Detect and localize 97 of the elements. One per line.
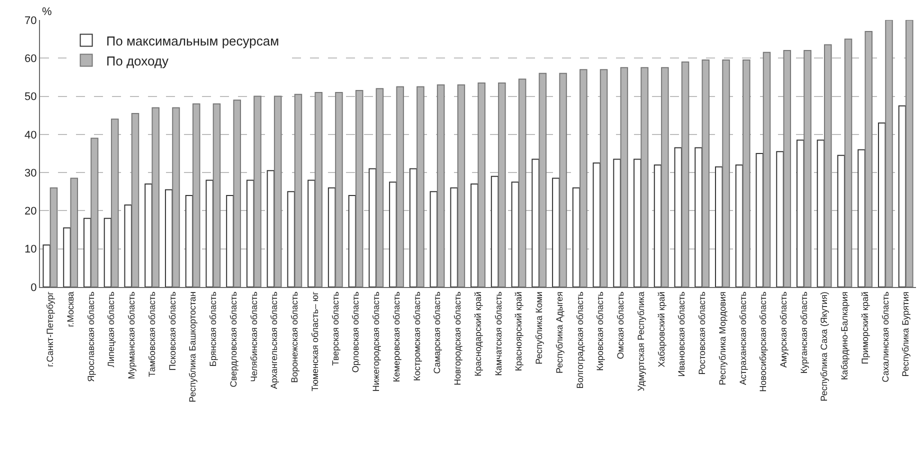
legend-label: По доходу xyxy=(106,53,170,68)
y-tick-label: 10 xyxy=(24,244,37,256)
y-tick-label: 60 xyxy=(24,52,37,65)
x-tick-label: Республика Коми xyxy=(534,292,544,364)
bar xyxy=(837,154,846,287)
x-tick-label: Ярославская область xyxy=(86,291,96,382)
x-tick-label: г.Москва xyxy=(65,292,76,328)
bar xyxy=(83,218,92,287)
bar xyxy=(226,194,234,287)
y-tick-label: 30 xyxy=(24,167,37,180)
bar xyxy=(715,166,723,287)
x-tick-label: Мурманская область xyxy=(126,291,137,380)
bar xyxy=(42,244,51,287)
bar xyxy=(634,158,642,287)
x-tick-label: Липецкая область xyxy=(106,291,116,368)
bar xyxy=(674,147,682,287)
x-tick-label: Ростовская область xyxy=(697,291,708,375)
bar xyxy=(266,170,275,287)
x-tick-label: Кировская область xyxy=(595,291,606,371)
x-tick-label: г.Санкт-Петербург xyxy=(45,290,56,367)
x-tick-label: Республика Адыгея xyxy=(554,291,564,374)
bar xyxy=(328,187,336,287)
y-tick-label: 0 xyxy=(30,282,37,294)
x-tick-label: Костромская область xyxy=(412,291,422,382)
bar xyxy=(287,191,295,287)
bar xyxy=(532,158,540,287)
bar xyxy=(490,176,499,287)
x-tick-label: Волгоградская область xyxy=(574,291,585,389)
x-tick-label: Камчатская область xyxy=(493,291,504,376)
x-tick-label: Архангельская область xyxy=(269,291,280,389)
x-tick-label: Сахалинская область xyxy=(880,291,890,382)
x-tick-label: Омская область xyxy=(616,291,626,360)
x-tick-label: Ивановская область xyxy=(676,291,687,377)
x-tick-label: Орловская область xyxy=(350,291,361,373)
bar xyxy=(409,168,418,287)
bar xyxy=(735,164,744,287)
bar xyxy=(450,187,458,287)
bar xyxy=(776,151,784,287)
bar xyxy=(144,184,152,287)
x-tick-label: Амурская область xyxy=(778,291,789,368)
x-tick-label: Псковская область xyxy=(167,291,178,371)
bar xyxy=(572,187,580,287)
y-tick-label: 50 xyxy=(24,91,37,104)
x-tick-label: Воронежская область xyxy=(290,291,300,383)
x-tick-label: Кемеровская область xyxy=(391,291,402,382)
bar xyxy=(164,189,173,287)
bar xyxy=(185,194,194,287)
x-tick-label: Нижегородская область xyxy=(371,291,382,392)
x-tick-label: Республика Мордовия xyxy=(717,291,728,386)
bar xyxy=(898,105,906,287)
x-tick-label: Челябинская область xyxy=(248,291,259,382)
y-axis-title: % xyxy=(42,6,52,18)
x-tick-label: Новгородская область xyxy=(452,291,463,386)
bar xyxy=(592,162,601,287)
x-tick-label: Республика Башкортостан xyxy=(188,292,198,402)
y-tick-label: 70 xyxy=(24,14,37,27)
bar xyxy=(878,122,886,287)
x-tick-label: Кабардино-Балкария xyxy=(840,291,850,380)
bar xyxy=(124,204,132,287)
bar xyxy=(858,149,866,287)
bar xyxy=(246,180,254,287)
x-tick-label: Астраханская область xyxy=(738,291,748,385)
bar xyxy=(552,178,560,287)
bar xyxy=(796,140,804,287)
legend-label: По максимальным ресурсам xyxy=(106,33,280,48)
y-tick-label: 40 xyxy=(24,129,37,142)
x-tick-label: Тюменская область– юг xyxy=(310,290,320,392)
bar xyxy=(308,180,316,287)
x-tick-label: Новосибирская область xyxy=(758,291,768,392)
bar xyxy=(368,168,376,287)
bar xyxy=(654,164,662,287)
bar xyxy=(104,218,112,287)
x-tick-label: Брянская область xyxy=(208,291,218,367)
bar xyxy=(206,180,214,287)
y-tick-label: 20 xyxy=(24,206,37,218)
bar xyxy=(816,140,825,287)
x-tick-label: Свердловская область xyxy=(228,291,238,388)
x-tick-label: Республика Саха (Якутия) xyxy=(819,292,830,402)
x-tick-label: Тверская область xyxy=(330,291,340,366)
x-tick-label: Самарская область xyxy=(432,291,442,374)
bar xyxy=(348,194,356,287)
bar xyxy=(694,147,702,287)
x-tick-label: Красноярский край xyxy=(514,292,524,372)
bar xyxy=(756,153,764,287)
bar xyxy=(389,182,397,287)
bar xyxy=(63,227,71,287)
x-tick-label: Тамбовская область xyxy=(146,291,157,377)
x-tick-label: Краснодарский край xyxy=(472,292,483,376)
x-tick-label: Республика Бурятия xyxy=(900,291,911,377)
bar xyxy=(430,191,438,287)
x-tick-label: Удмуртская Республика xyxy=(636,292,646,392)
x-tick-label: Курганская область xyxy=(798,291,809,374)
x-tick-label: Приморский край xyxy=(860,292,870,364)
x-tick-label: Хабаровский край xyxy=(656,292,666,368)
bar xyxy=(470,184,478,287)
bar xyxy=(613,158,621,287)
bar xyxy=(511,182,520,287)
